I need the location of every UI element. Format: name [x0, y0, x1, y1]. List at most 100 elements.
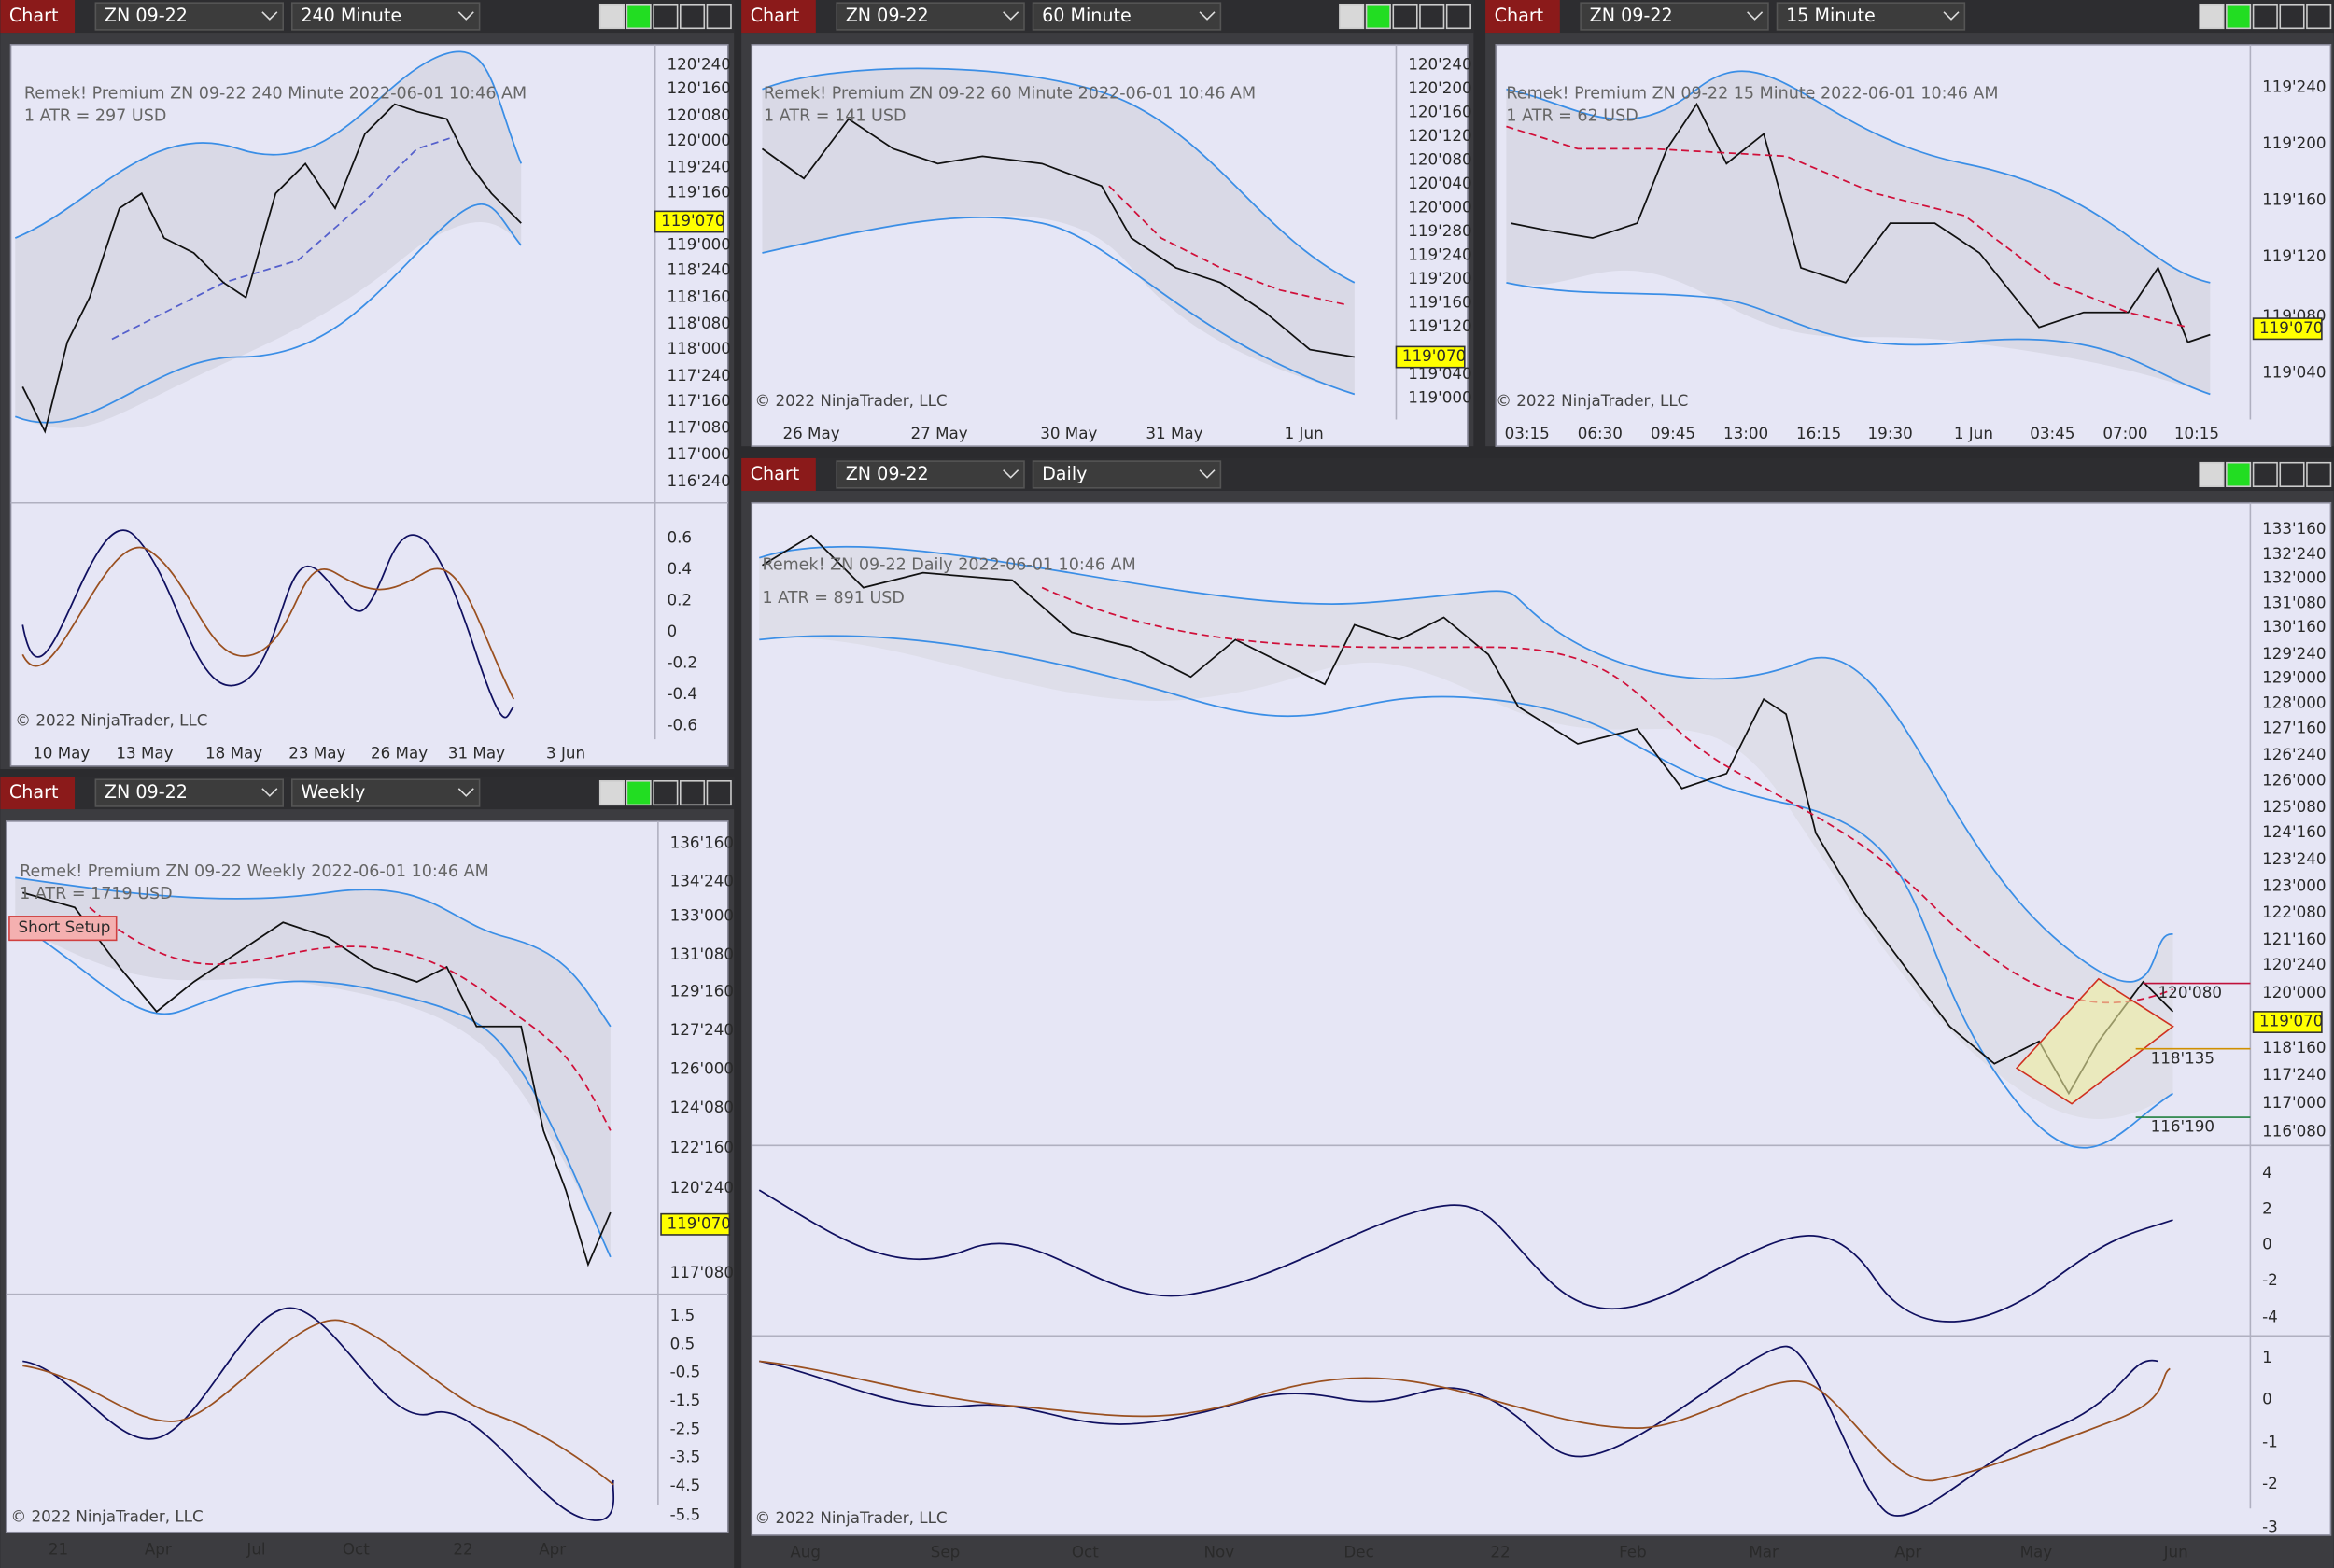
price-tick-label: 122'160 — [670, 1138, 734, 1156]
price-tick-label: 129'160 — [670, 982, 734, 1001]
window-button[interactable] — [1339, 3, 1365, 30]
window-button[interactable] — [2226, 461, 2252, 488]
time-tick-label: 31 May — [448, 744, 505, 763]
price-marker-box — [654, 210, 724, 233]
price-tick-label: 119'200 — [2262, 133, 2326, 152]
window-button[interactable] — [2199, 3, 2225, 30]
window-button[interactable] — [2252, 461, 2278, 488]
window-button[interactable] — [706, 780, 732, 806]
upper-band — [15, 876, 612, 1028]
price-tick-label: 120'120 — [1408, 126, 1471, 145]
copyright: © 2022 NinjaTrader, LLC — [754, 1508, 947, 1527]
price-tick-label: 124'080 — [670, 1098, 734, 1116]
trend-line — [1108, 185, 1348, 306]
instrument-dropdown[interactable] — [94, 2, 285, 31]
indicator-tick-label: 4 — [2262, 1163, 2272, 1182]
window-button[interactable] — [598, 3, 626, 30]
price-band — [759, 546, 2173, 1119]
time-tick-label: 1 Jun — [1285, 424, 1324, 442]
timeframe-dropdown[interactable] — [1776, 2, 1966, 31]
window-button[interactable] — [626, 780, 652, 806]
price-tick-label: 134'240 — [670, 872, 734, 890]
timeframe-dropdown[interactable] — [290, 778, 481, 807]
indicator-tick-label: 0.6 — [667, 528, 692, 547]
atr-label: 1 ATR = 891 USD — [762, 589, 904, 608]
upper-band — [1506, 70, 2211, 284]
instrument-name: ZN 09-22 — [1590, 5, 1673, 26]
time-tick-label: 09:45 — [1651, 424, 1695, 442]
window-button[interactable] — [706, 3, 732, 30]
atr-label: 1 ATR = 141 USD — [764, 106, 906, 125]
copyright: © 2022 NinjaTrader, LLC — [1496, 391, 1688, 410]
indicator-tick-label: 2 — [2262, 1198, 2272, 1217]
time-tick-label: Jul — [246, 1539, 265, 1558]
time-tick-label: Apr — [539, 1539, 566, 1558]
price-tick-label: 116'240 — [667, 471, 730, 490]
instrument-dropdown[interactable] — [836, 2, 1025, 31]
time-tick-label: 13 May — [116, 744, 173, 763]
trend-line — [111, 135, 455, 341]
price-tick-label: 118'000 — [667, 339, 730, 357]
chart-header: Remek! ZN 09-22 Daily 2022-06-01 10:46 A… — [762, 556, 1135, 575]
window-button[interactable] — [598, 780, 626, 806]
window-button[interactable] — [626, 3, 652, 30]
indicator-tick-label: -0.2 — [667, 652, 697, 671]
chart-tab-label: Chart — [751, 5, 800, 26]
chart-tab-label: Chart — [1495, 5, 1544, 26]
price-tick-label: 117'080 — [670, 1263, 734, 1281]
time-tick-label: Apr — [145, 1539, 172, 1558]
dropdown-arrow — [1003, 469, 1019, 479]
price-tick-label: 120'160 — [1408, 103, 1471, 121]
timeframe-name: 60 Minute — [1042, 5, 1132, 26]
time-tick-label: Dec — [1343, 1543, 1373, 1561]
price-band — [15, 51, 522, 428]
price-tick-label: 120'080 — [667, 105, 730, 124]
instrument-dropdown[interactable] — [1580, 2, 1769, 31]
price-marker-box — [2252, 317, 2323, 341]
copyright: © 2022 NinjaTrader, LLC — [11, 1506, 204, 1525]
setup-label: Short Setup — [18, 917, 110, 936]
instrument-name: ZN 09-22 — [846, 463, 929, 484]
timeframe-dropdown[interactable] — [290, 2, 481, 31]
timeframe-dropdown[interactable] — [1032, 460, 1222, 489]
window-button[interactable] — [679, 780, 706, 806]
price-tick-label: 119'240 — [667, 158, 730, 176]
window-button[interactable] — [2199, 461, 2225, 488]
indicator-tick-label: 0.5 — [670, 1334, 696, 1352]
window-button[interactable] — [2306, 461, 2332, 488]
indicator-tick-label: -2 — [2262, 1474, 2278, 1492]
price-tick-label: 120'000 — [1408, 198, 1471, 217]
price-marker-box — [1395, 345, 1466, 369]
price-tick-label: 123'000 — [2262, 875, 2326, 894]
price-tick-label: 119'040 — [2262, 363, 2326, 382]
indicator-tick-label: -4.5 — [670, 1476, 701, 1494]
window-button[interactable] — [1392, 3, 1418, 30]
window-button[interactable] — [653, 780, 679, 806]
instrument-dropdown[interactable] — [836, 460, 1025, 489]
chart-tab-label: Chart — [9, 5, 59, 26]
window-button[interactable] — [2252, 3, 2278, 30]
price-tick-label: 117'000 — [667, 444, 730, 463]
chart-header: Remek! Premium ZN 09-22 15 Minute 2022-0… — [1506, 84, 1998, 103]
oscillator-slow-2 — [759, 1360, 2171, 1482]
upper-band — [762, 67, 1356, 284]
price-tick-label: 127'240 — [670, 1020, 734, 1039]
instrument-dropdown[interactable] — [94, 778, 285, 807]
window-button[interactable] — [2279, 3, 2305, 30]
upper-band — [758, 545, 2173, 983]
window-button[interactable] — [2306, 3, 2332, 30]
window-button[interactable] — [679, 3, 706, 30]
price-marker: 119'070 — [2259, 318, 2323, 337]
window-button[interactable] — [1419, 3, 1445, 30]
window-button[interactable] — [2226, 3, 2252, 30]
window-button[interactable] — [653, 3, 679, 30]
dropdown-arrow — [1003, 11, 1019, 21]
window-button[interactable] — [2279, 461, 2305, 488]
window-button[interactable] — [1365, 3, 1391, 30]
timeframe-dropdown[interactable] — [1032, 2, 1222, 31]
time-tick-label: 31 May — [1146, 424, 1202, 442]
price-tick-label: 119'240 — [2262, 77, 2326, 96]
window-button[interactable] — [1445, 3, 1471, 30]
time-tick-label: 06:30 — [1578, 424, 1623, 442]
